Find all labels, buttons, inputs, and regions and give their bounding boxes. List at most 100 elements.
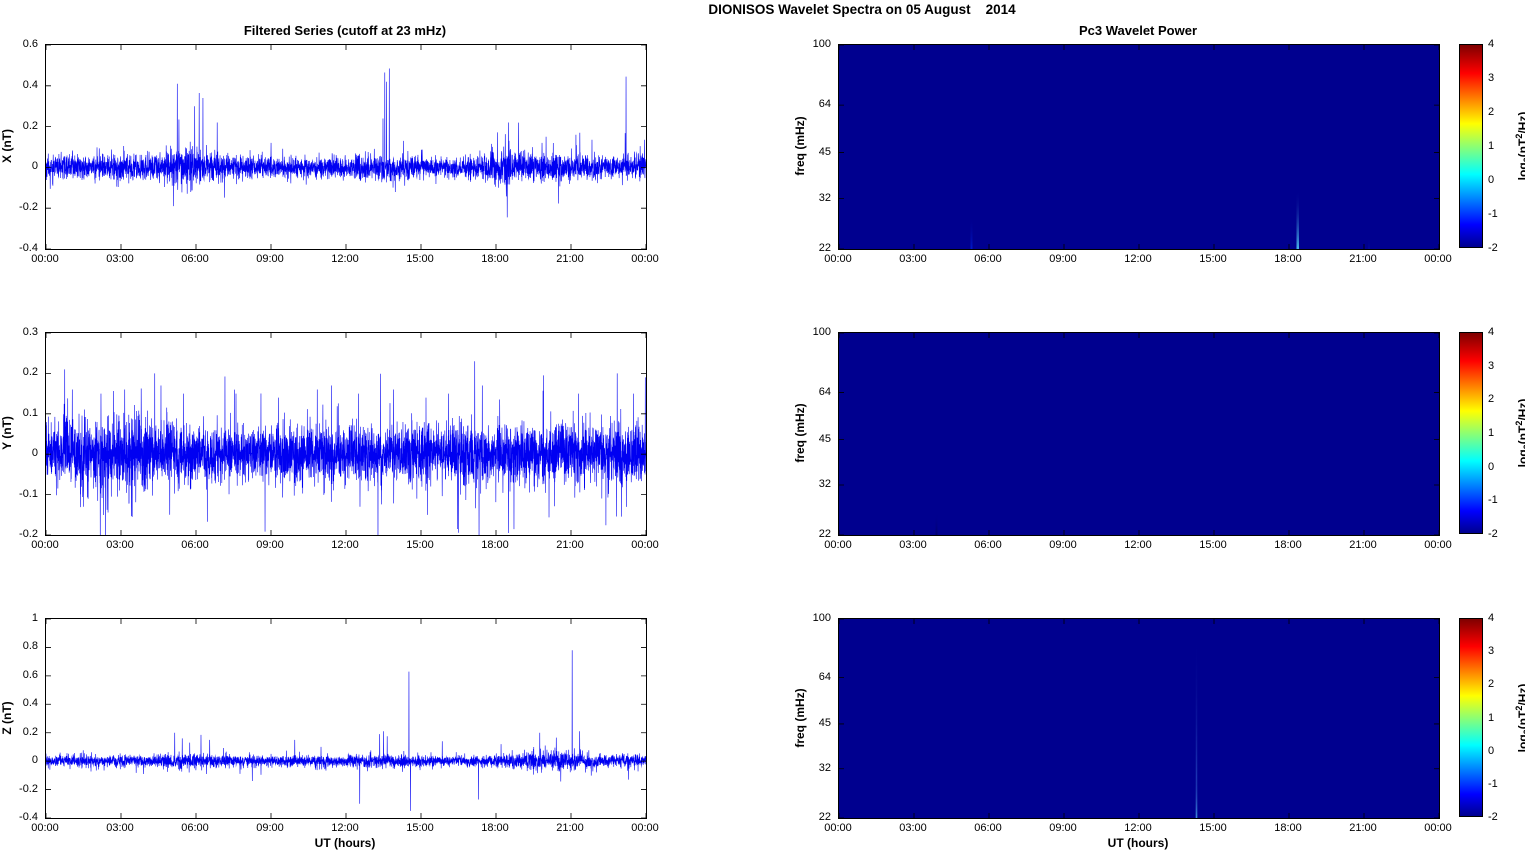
x-spectrogram-x-tick-label: 03:00	[899, 253, 927, 265]
figure-title: DIONISOS Wavelet Spectra on 05 August 20…	[708, 2, 1016, 17]
y-series-x-tick-label: 21:00	[556, 539, 584, 551]
x-spectrogram-y-tick-label: 100	[812, 38, 831, 50]
colorbar-tick-label: 1	[1488, 427, 1495, 439]
colorbar-gradient	[1459, 618, 1483, 817]
x-spectrogram-y-axis-label: freq (mHz)	[793, 116, 807, 176]
x-series-y-tick-label: 0.6	[22, 38, 38, 50]
y-spectrogram-x-tick-label: 15:00	[1199, 539, 1227, 551]
x-series-y-tick-label: 0.2	[22, 119, 38, 132]
y-spectrogram-y-tick-label: 22	[818, 528, 831, 540]
y-series-x-tick-label: 15:00	[406, 539, 434, 551]
panel-y-series: 0.3 0.2 0.1 0 -0.1 -0.2 00:00 03:00 06:00 09:00 12…	[0, 326, 659, 551]
panel-x-spectrogram: Pc3 Wavelet Power 100 64 45 32 22 00:00 03:00 06…	[793, 23, 1452, 265]
x-spectrogram-y-tick-label: 45	[818, 145, 831, 158]
z-spectrogram-x-axis-label: UT (hours)	[1107, 836, 1169, 850]
x-series-title: Filtered Series (cutoff at 23 mHz)	[243, 23, 447, 38]
z-series-y-axis-label: Z (nT)	[0, 700, 14, 735]
x-series-x-tick-label: 03:00	[106, 253, 134, 265]
x-series-x-tick-label: 18:00	[481, 253, 509, 265]
z-spectrogram-y-tick-label: 100	[812, 612, 831, 624]
x-series-x-tick-label: 00:00	[31, 253, 59, 265]
x-spectrogram-x-tick-label: 00:00	[824, 253, 852, 265]
z-series-x-tick-label: 21:00	[556, 822, 584, 834]
colorbar-tick-label: -1	[1488, 777, 1498, 790]
y-series-x-tick-label: 00:00	[631, 539, 659, 551]
z-series-y-tick-label: -0.2	[19, 782, 38, 795]
colorbar-label-mid: (nT	[1515, 425, 1525, 445]
panel-z-series: 1 0.8 0.6 0.4 0.2 0 -0.2 -0.4 00:00 03:00 06:00 09:…	[0, 612, 659, 850]
y-series-y-tick-label: 0.1	[22, 406, 38, 419]
colorbar-label-sup: 2	[1513, 705, 1524, 711]
z-series-x-tick-label: 18:00	[481, 822, 509, 834]
colorbar-label-pre: log	[1515, 162, 1525, 181]
x-series-x-tick-label: 15:00	[406, 253, 434, 265]
z-spectrogram-x-tick-label: 21:00	[1349, 822, 1377, 834]
colorbar-label-mid: (nT	[1515, 138, 1525, 158]
colorbar-tick-label: 4	[1488, 612, 1495, 624]
colorbar-tick-label: -2	[1488, 528, 1498, 540]
panel-z-spectrogram: 100 64 45 32 22 00:00 03:00 06:00 09:00 12:00 15:0…	[793, 612, 1452, 850]
y-spectrogram-y-tick-label: 32	[818, 478, 831, 490]
z-series-y-tick-label: 0.2	[22, 725, 38, 738]
z-series-y-tick-label: 1	[31, 612, 38, 624]
y-series-x-tick-label: 18:00	[481, 539, 509, 551]
y-series-x-tick-label: 00:00	[31, 539, 59, 551]
colorbar-label: log2(nT2/Hz)	[1514, 399, 1525, 468]
y-spectrogram-y-tick-label: 100	[812, 326, 831, 338]
z-spectrogram-x-tick-label: 15:00	[1199, 822, 1227, 834]
x-series-y-tick-label: 0	[31, 160, 38, 173]
colorbar-tick-label: -1	[1488, 494, 1498, 507]
z-spectrogram-y-tick-label: 32	[818, 761, 831, 774]
x-spectrogram-x-tick-label: 21:00	[1349, 253, 1377, 265]
x-series-plot-canvas	[45, 44, 647, 250]
colorbar-label: log2(nT2/Hz)	[1514, 112, 1525, 181]
z-series-x-axis-label: UT (hours)	[314, 836, 376, 850]
colorbar-gradient	[1459, 332, 1483, 534]
x-spectrogram-x-tick-label: 06:00	[974, 253, 1002, 265]
y-spectrogram-x-tick-label: 18:00	[1274, 539, 1302, 551]
z-series-x-tick-label: 12:00	[331, 822, 359, 834]
y-series-x-tick-label: 09:00	[256, 539, 284, 551]
colorbar-label-mid: (nT	[1515, 710, 1525, 729]
colorbar-tick-label: -1	[1488, 208, 1498, 220]
x-spectrogram-title: Pc3 Wavelet Power	[1078, 23, 1198, 38]
y-series-plot-canvas	[45, 332, 647, 536]
y-series-x-tick-label: 12:00	[331, 539, 359, 551]
z-spectrogram-x-tick-label: 03:00	[899, 822, 927, 834]
y-series-x-tick-label: 03:00	[106, 539, 134, 551]
y-spectrogram-x-tick-label: 00:00	[1424, 539, 1452, 551]
y-spectrogram-plot-canvas	[838, 332, 1440, 536]
colorbar-label-pre: log	[1515, 449, 1525, 468]
colorbar-tick-label: -2	[1488, 811, 1498, 823]
panel-x-series: Filtered Series (cutoff at 23 mHz) 0.6 0.4…	[0, 23, 659, 265]
y-series-y-axis-label: Y (nT)	[0, 416, 14, 450]
y-spectrogram-x-tick-label: 12:00	[1124, 539, 1152, 551]
x-series-y-tick-label: 0.4	[22, 78, 38, 91]
z-series-y-tick-label: 0.6	[22, 668, 38, 681]
colorbar-label-pre: log	[1515, 733, 1525, 752]
colorbar-label-sup: 2	[1513, 420, 1524, 426]
x-series-y-axis-label: X (nT)	[0, 129, 14, 163]
colorbar-label: log2(nT2/Hz)	[1514, 683, 1525, 752]
x-series-x-tick-label: 00:00	[631, 253, 659, 265]
colorbar-tick-label: 1	[1488, 140, 1495, 152]
x-spectrogram-x-tick-label: 18:00	[1274, 253, 1302, 265]
colorbar-tick-label: 3	[1488, 359, 1495, 372]
z-series-y-tick-label: 0.8	[22, 640, 38, 653]
x-series-x-tick-label: 12:00	[331, 253, 359, 265]
x-spectrogram-plot-canvas	[838, 44, 1440, 250]
z-spectrogram-x-tick-label: 00:00	[824, 822, 852, 834]
z-spectrogram-y-tick-label: 45	[818, 716, 831, 729]
y-spectrogram-x-tick-label: 09:00	[1049, 539, 1077, 551]
y-spectrogram-y-tick-label: 45	[818, 432, 831, 445]
colorbar-tick-label: 3	[1488, 645, 1495, 658]
z-series-y-tick-label: 0	[31, 754, 38, 767]
y-series-x-tick-label: 06:00	[181, 539, 209, 551]
y-series-y-tick-label: 0	[31, 447, 38, 460]
z-spectrogram-y-tick-label: 22	[818, 811, 831, 823]
x-series-x-tick-label: 09:00	[256, 253, 284, 265]
z-spectrogram-y-axis-label: freq (mHz)	[793, 687, 807, 748]
